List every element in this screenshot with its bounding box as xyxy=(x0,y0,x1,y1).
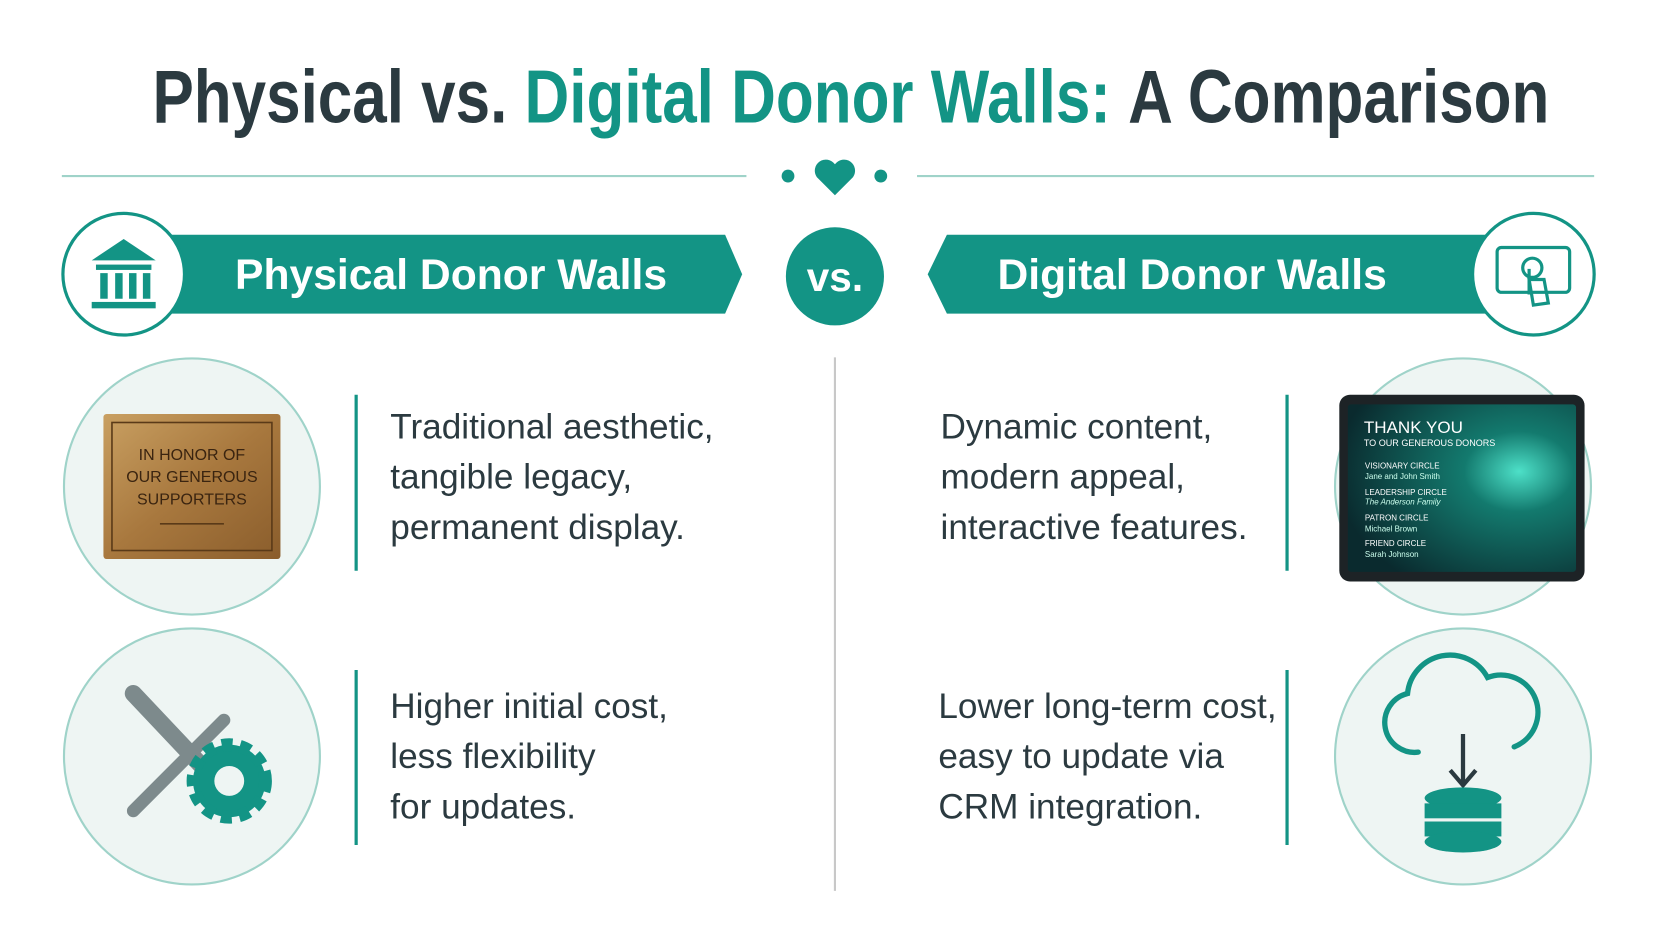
left-heading: Physical Donor Walls xyxy=(235,251,667,299)
right-items: Dynamic content, modern appeal, interact… xyxy=(938,407,1276,826)
plaque-line: IN HONOR OF xyxy=(139,447,246,464)
column xyxy=(100,273,108,299)
arrow xyxy=(1448,734,1478,789)
title-part: Physical vs. xyxy=(152,55,507,139)
item-line: Lower long-term cost, xyxy=(938,687,1276,726)
plaque-border xyxy=(111,421,273,552)
plaque-line: OUR GENEROUS xyxy=(126,469,257,486)
icon-circle xyxy=(1470,211,1596,337)
screen xyxy=(1495,245,1572,294)
gear-hole xyxy=(214,766,245,796)
column xyxy=(142,273,151,299)
hand xyxy=(1527,268,1551,307)
tablet-screen xyxy=(1347,404,1577,572)
screwdriver xyxy=(126,713,231,818)
tools-icon xyxy=(124,684,272,824)
donor-name: Sarah Johnson xyxy=(1365,550,1419,559)
item-line: CRM integration. xyxy=(938,787,1202,826)
item-line: Dynamic content, xyxy=(941,407,1213,446)
screen-text: THANK YOU TO OUR GENEROUS DONORS VISIONA… xyxy=(1364,418,1495,559)
column xyxy=(129,273,137,299)
donor-name: The Anderson Family xyxy=(1365,498,1442,507)
circle-name: LEADERSHIP CIRCLE xyxy=(1365,488,1447,497)
roof xyxy=(91,238,156,261)
left-items: Traditional aesthetic, tangible legacy, … xyxy=(390,407,713,826)
donor-name: Michael Brown xyxy=(1365,524,1417,533)
building-icon xyxy=(91,238,156,309)
icon-circle xyxy=(61,211,187,337)
plaque-text: IN HONOR OF OUR GENEROUS SUPPORTERS xyxy=(126,447,257,509)
item-line: modern appeal, xyxy=(941,458,1185,497)
title-part: A Comparison xyxy=(1128,55,1549,139)
item-line: for updates. xyxy=(390,787,576,826)
cloud-database-icon xyxy=(1382,652,1541,853)
banner xyxy=(927,234,1515,314)
item-line: interactive features. xyxy=(941,508,1248,547)
base xyxy=(91,301,156,309)
item-line: easy to update via xyxy=(938,737,1224,776)
heart xyxy=(814,159,856,196)
item-line: tangible legacy, xyxy=(390,458,632,497)
plaque-line: SUPPORTERS xyxy=(137,492,247,509)
cloud xyxy=(1382,652,1541,756)
item-line: permanent display. xyxy=(390,508,685,547)
vs-label: vs. xyxy=(807,254,863,300)
touch-icon xyxy=(1495,245,1572,307)
right-heading: Digital Donor Walls xyxy=(997,251,1386,299)
screen-subtitle: TO OUR GENEROUS DONORS xyxy=(1364,438,1495,448)
title: Physical vs. Digital Donor Walls: A Comp… xyxy=(152,55,1549,139)
item-line: less flexibility xyxy=(390,737,596,776)
banner xyxy=(159,234,743,314)
title-part: Digital Donor Walls: xyxy=(525,55,1111,139)
db-bottom xyxy=(1424,831,1502,853)
dot xyxy=(781,169,795,183)
circle-name: VISIONARY CIRCLE xyxy=(1365,461,1440,470)
vs-circle xyxy=(785,227,884,326)
dot xyxy=(874,169,888,183)
circle-name: PATRON CIRCLE xyxy=(1365,514,1429,523)
ripple xyxy=(1521,256,1544,279)
beam xyxy=(95,264,152,270)
item-line: Traditional aesthetic, xyxy=(390,407,713,446)
circle-name: FRIEND CIRCLE xyxy=(1365,539,1426,548)
column xyxy=(115,273,123,299)
db-layer xyxy=(1424,803,1502,819)
donor-name: Jane and John Smith xyxy=(1365,472,1440,481)
screen-title: THANK YOU xyxy=(1364,418,1463,437)
item-line: Higher initial cost, xyxy=(390,687,668,726)
plaque xyxy=(103,413,281,560)
